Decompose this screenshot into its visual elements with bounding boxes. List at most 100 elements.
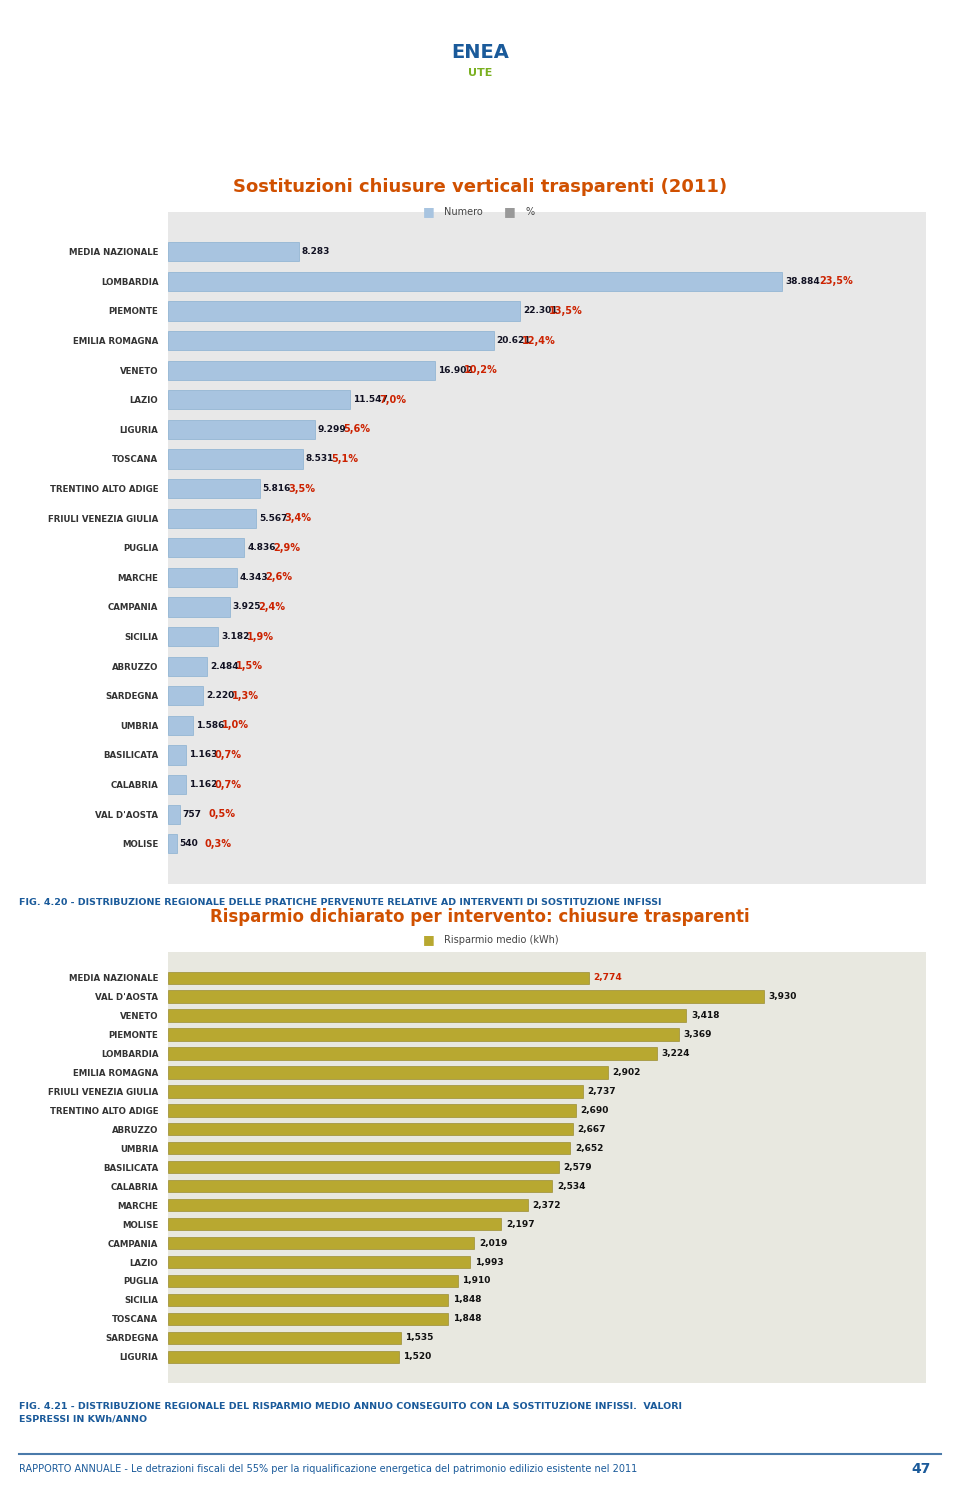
Text: %: % [525, 207, 535, 216]
Text: ■: ■ [422, 204, 434, 218]
Text: Risparmio dichiarato per intervento: chiusure trasparenti: Risparmio dichiarato per intervento: chi… [210, 908, 750, 926]
Bar [168, 745, 186, 765]
Text: 5,1%: 5,1% [331, 453, 358, 464]
Bar [168, 1142, 570, 1154]
Text: 3.925: 3.925 [233, 603, 261, 612]
Text: 38.884: 38.884 [785, 277, 820, 286]
Bar [168, 1351, 398, 1363]
Bar [168, 1067, 609, 1079]
Text: 13,5%: 13,5% [549, 305, 583, 316]
Text: 2,6%: 2,6% [265, 573, 292, 582]
Text: 2.220: 2.220 [206, 691, 234, 700]
Text: 5.816: 5.816 [263, 484, 291, 493]
Text: 3,930: 3,930 [769, 993, 797, 1002]
Text: 1.586: 1.586 [196, 721, 225, 730]
Text: 2,652: 2,652 [575, 1144, 603, 1153]
Text: 1,910: 1,910 [463, 1277, 491, 1286]
Text: 1,0%: 1,0% [222, 721, 249, 730]
Text: 0,7%: 0,7% [215, 780, 242, 790]
Text: 5,6%: 5,6% [344, 425, 371, 434]
Bar [168, 686, 204, 706]
Bar [168, 1331, 401, 1343]
Bar [168, 479, 260, 499]
Bar [168, 242, 299, 261]
Bar [168, 1085, 583, 1097]
Text: 2,4%: 2,4% [258, 601, 285, 612]
Bar [168, 449, 302, 468]
Text: 540: 540 [180, 839, 198, 848]
Text: 2,774: 2,774 [593, 973, 622, 982]
Text: 12,4%: 12,4% [522, 335, 556, 346]
Bar [168, 1029, 679, 1041]
Bar [168, 1218, 501, 1230]
Text: 9.299: 9.299 [318, 425, 347, 434]
Text: 1,993: 1,993 [475, 1257, 503, 1266]
Text: 8.283: 8.283 [301, 248, 330, 257]
Bar [168, 301, 520, 320]
Bar [168, 1200, 528, 1212]
Text: 2,9%: 2,9% [273, 542, 300, 553]
Text: ESPRESSI IN KWh/ANNO: ESPRESSI IN KWh/ANNO [19, 1414, 147, 1423]
Bar [168, 804, 180, 823]
Text: 0,7%: 0,7% [215, 749, 242, 760]
Bar [168, 331, 493, 351]
Bar [168, 420, 315, 440]
Text: 2,690: 2,690 [581, 1106, 609, 1115]
Bar [168, 656, 207, 675]
Bar [168, 1009, 686, 1021]
Bar [168, 1123, 572, 1135]
Text: 2,372: 2,372 [533, 1201, 561, 1210]
Text: 4.836: 4.836 [248, 544, 276, 552]
Text: 1,520: 1,520 [403, 1352, 431, 1361]
Bar [168, 1180, 552, 1192]
Text: 2,534: 2,534 [557, 1182, 586, 1191]
Bar [168, 272, 782, 292]
Text: 23,5%: 23,5% [819, 277, 853, 286]
Bar [168, 1313, 448, 1325]
Bar [168, 538, 245, 558]
Text: 3,224: 3,224 [661, 1049, 690, 1058]
Bar [168, 627, 218, 647]
Bar [168, 361, 435, 379]
Text: ENEA: ENEA [451, 44, 509, 62]
Text: ■: ■ [504, 204, 516, 218]
Text: 1,535: 1,535 [405, 1333, 434, 1342]
Text: 16.902: 16.902 [438, 366, 472, 375]
Bar [168, 1293, 448, 1306]
Text: 1.162: 1.162 [189, 780, 218, 789]
Text: 3,4%: 3,4% [284, 514, 311, 523]
Text: 0,5%: 0,5% [208, 810, 235, 819]
Text: 3,5%: 3,5% [288, 484, 315, 494]
Text: 0,3%: 0,3% [205, 839, 232, 849]
Text: 47: 47 [912, 1461, 931, 1476]
Text: 2,579: 2,579 [564, 1163, 592, 1171]
Text: 2,902: 2,902 [612, 1068, 641, 1077]
Text: 2,737: 2,737 [588, 1086, 616, 1095]
Bar [168, 1275, 458, 1287]
Text: 22.301: 22.301 [523, 307, 558, 316]
Bar [168, 972, 588, 984]
Text: 3,369: 3,369 [684, 1031, 712, 1040]
Bar [168, 568, 236, 586]
Bar [168, 775, 186, 795]
Text: 4.343: 4.343 [239, 573, 268, 582]
Bar [168, 1160, 559, 1174]
Bar [168, 509, 256, 527]
Bar [168, 716, 193, 734]
Bar [168, 834, 177, 854]
Bar [168, 1238, 474, 1250]
Bar [168, 991, 764, 1003]
Text: 8.531: 8.531 [305, 455, 334, 464]
Bar [168, 1105, 576, 1117]
Text: FIG. 4.21 - DISTRIBUZIONE REGIONALE DEL RISPARMIO MEDIO ANNUO CONSEGUITO CON LA : FIG. 4.21 - DISTRIBUZIONE REGIONALE DEL … [19, 1402, 683, 1411]
Text: 7,0%: 7,0% [379, 394, 406, 405]
Bar [168, 597, 230, 616]
Bar [168, 390, 350, 409]
Text: 10,2%: 10,2% [464, 366, 497, 375]
Text: Numero: Numero [444, 207, 482, 216]
Text: 5.567: 5.567 [259, 514, 287, 523]
Text: 1,848: 1,848 [453, 1315, 481, 1324]
Bar [168, 1256, 470, 1268]
Text: 1,848: 1,848 [453, 1295, 481, 1304]
Text: 757: 757 [182, 810, 202, 819]
